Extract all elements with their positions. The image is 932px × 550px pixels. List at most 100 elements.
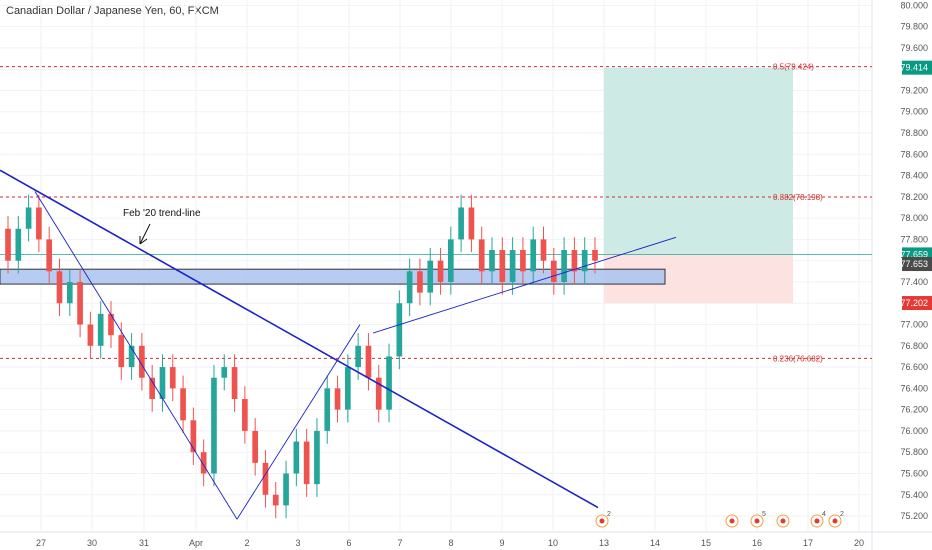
candle-body bbox=[365, 345, 372, 378]
x-tick-label: 2 bbox=[244, 538, 249, 548]
y-tick-label: 76.400 bbox=[900, 383, 928, 393]
candle-body bbox=[66, 281, 73, 304]
candle-body bbox=[180, 388, 186, 421]
y-tick-label: 75.400 bbox=[900, 490, 928, 500]
candle-body bbox=[324, 388, 331, 431]
annotation-arrow bbox=[139, 223, 151, 245]
y-tick-label: 76.200 bbox=[900, 405, 928, 415]
candle-body bbox=[396, 303, 403, 357]
y-tick-label: 76.800 bbox=[900, 341, 928, 351]
price-label-text: 77.653 bbox=[900, 259, 928, 269]
y-axis-panel bbox=[872, 0, 932, 550]
candle-body bbox=[458, 207, 464, 240]
candle-body bbox=[25, 207, 32, 229]
candle-body bbox=[375, 377, 382, 410]
x-tick-label: 8 bbox=[448, 538, 453, 548]
candle-body bbox=[550, 260, 557, 282]
fib-label: 0.236(76.682) bbox=[773, 354, 823, 363]
candle-body bbox=[211, 377, 217, 474]
candle-body bbox=[540, 239, 547, 261]
event-badge-dot bbox=[599, 518, 605, 524]
candle-body bbox=[355, 345, 361, 368]
x-tick-label: 15 bbox=[701, 538, 711, 548]
target-zone bbox=[604, 67, 793, 255]
x-tick-label: Apr bbox=[189, 538, 203, 548]
price-label-box bbox=[902, 60, 932, 75]
y-tick-label: 76.000 bbox=[900, 426, 928, 436]
x-tick-label: 16 bbox=[752, 538, 762, 548]
y-tick-label: 77.000 bbox=[900, 320, 928, 330]
candle-body bbox=[190, 420, 197, 453]
chart-title: Canadian Dollar / Japanese Yen, 60, FXCM bbox=[6, 5, 219, 17]
y-tick-label: 78.800 bbox=[900, 128, 928, 138]
x-tick-label: 14 bbox=[650, 538, 660, 548]
event-badge-dot bbox=[729, 518, 735, 524]
y-tick-label: 76.600 bbox=[900, 362, 928, 372]
y-tick-label: 75.600 bbox=[900, 468, 928, 478]
candle-body bbox=[242, 399, 248, 431]
event-badge-dot bbox=[832, 518, 838, 524]
x-tick-label: 9 bbox=[499, 538, 504, 548]
candle-body bbox=[77, 281, 83, 325]
y-tick-label: 79.800 bbox=[900, 22, 928, 32]
candle-body bbox=[149, 377, 156, 399]
candle-body bbox=[592, 250, 598, 261]
candle-body bbox=[345, 367, 351, 410]
feb-trend-line bbox=[0, 169, 599, 509]
x-tick-label: 30 bbox=[87, 538, 97, 548]
event-badge-count: 2 bbox=[607, 511, 611, 518]
candle-body bbox=[200, 452, 207, 474]
candle-body bbox=[489, 250, 495, 272]
x-tick-label: 20 bbox=[854, 538, 864, 548]
event-badge-count: 2 bbox=[840, 511, 844, 518]
candle-body bbox=[499, 250, 506, 282]
y-tick-label: 78.200 bbox=[900, 192, 928, 202]
event-badge-dot bbox=[754, 518, 760, 524]
x-tick-label: 10 bbox=[548, 538, 558, 548]
price-label-box bbox=[902, 257, 932, 272]
candle-body bbox=[427, 260, 434, 293]
fib-label: 0.382(78.198) bbox=[773, 193, 823, 202]
support-zone bbox=[0, 268, 666, 285]
y-tick-label: 78.400 bbox=[900, 171, 928, 181]
x-tick-label: 7 bbox=[397, 538, 402, 548]
candle-body bbox=[530, 239, 537, 272]
candle-body bbox=[108, 313, 114, 336]
price-label-text: 77.202 bbox=[900, 298, 928, 308]
fib-label: 0.5(79.424) bbox=[773, 63, 814, 72]
annotation-text: Feb '20 trend-line bbox=[123, 208, 201, 219]
x-tick-label: 27 bbox=[36, 538, 46, 548]
candle-body bbox=[56, 271, 63, 304]
candle-body bbox=[283, 473, 289, 506]
candle-body bbox=[5, 228, 11, 261]
candle-body bbox=[15, 228, 22, 261]
candle-body bbox=[468, 207, 475, 240]
candle-body bbox=[97, 313, 104, 346]
y-tick-label: 79.200 bbox=[900, 85, 928, 95]
candle-body bbox=[581, 250, 588, 272]
candle-body bbox=[447, 239, 454, 282]
candle-body bbox=[231, 367, 238, 399]
y-tick-label: 80.000 bbox=[900, 0, 928, 10]
y-tick-label: 75.800 bbox=[900, 447, 928, 457]
candle-body bbox=[478, 239, 485, 272]
x-tick-label: 6 bbox=[346, 538, 351, 548]
event-badge-dot bbox=[780, 518, 786, 524]
candle-body bbox=[87, 324, 94, 346]
candle-body bbox=[417, 271, 423, 293]
x-tick-label: 3 bbox=[295, 538, 300, 548]
candle-body bbox=[159, 367, 166, 399]
rising-support-line bbox=[372, 236, 677, 334]
candle-body bbox=[437, 260, 444, 282]
candle-body bbox=[46, 239, 53, 272]
price-label-text: 79.414 bbox=[900, 63, 928, 73]
price-label-box bbox=[902, 296, 932, 311]
candle-body bbox=[509, 250, 516, 282]
up-trend-line bbox=[236, 324, 361, 520]
x-tick-label: 17 bbox=[803, 538, 813, 548]
candle-body bbox=[314, 430, 320, 485]
y-tick-label: 79.600 bbox=[900, 43, 928, 53]
candle-body bbox=[118, 335, 125, 368]
y-tick-label: 79.000 bbox=[900, 107, 928, 117]
